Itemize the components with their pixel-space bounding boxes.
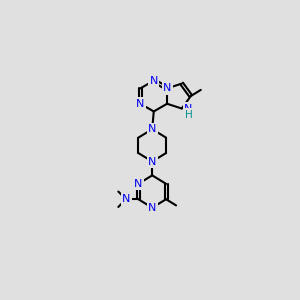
Text: N: N xyxy=(163,83,171,93)
Text: N: N xyxy=(148,157,156,166)
Text: N: N xyxy=(122,194,130,204)
Text: N: N xyxy=(136,99,145,109)
Text: N: N xyxy=(148,203,156,213)
Text: N: N xyxy=(148,124,156,134)
Text: H: H xyxy=(185,110,193,120)
Text: N: N xyxy=(134,179,142,189)
Text: N: N xyxy=(184,103,192,113)
Text: N: N xyxy=(150,76,158,86)
